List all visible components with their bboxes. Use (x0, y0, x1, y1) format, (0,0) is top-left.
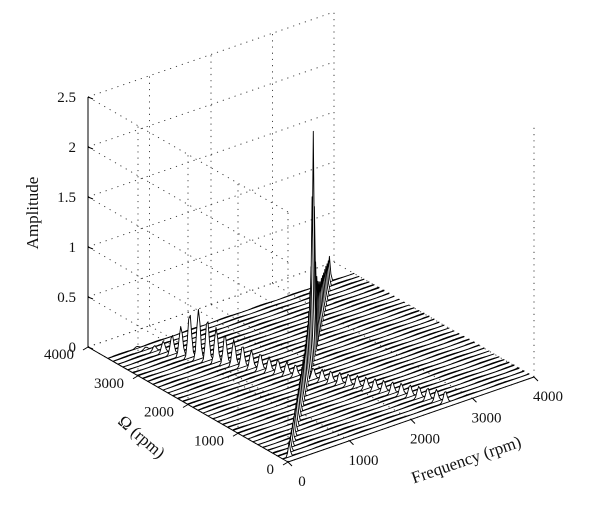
spectrum-trace (152, 281, 400, 385)
spectrum-trace (167, 261, 415, 394)
spectrum-trace (142, 277, 390, 380)
y-tick-mark (182, 404, 189, 408)
z-tick-mark (87, 146, 94, 150)
x-tick-mark (472, 397, 477, 403)
z-tick-label: 0.5 (57, 290, 76, 306)
spectrum-trace (202, 324, 450, 414)
z-tick-label: 0 (69, 340, 77, 356)
z-tick-label: 2 (69, 140, 77, 156)
spectrum-trace (192, 290, 440, 408)
z-tick-label: 2.5 (57, 90, 76, 106)
x-tick-label: 1000 (349, 453, 379, 469)
x-tick-mark (287, 461, 293, 467)
spectrum-trace (212, 333, 460, 420)
y-tick-label: 2000 (144, 405, 174, 421)
grid-line (87, 196, 289, 313)
spectrum-trace (247, 353, 495, 440)
grid-line (333, 261, 535, 378)
spectrum-trace (262, 361, 510, 449)
z-tick-mark (87, 296, 94, 300)
y-tick-label: 1000 (194, 433, 224, 449)
spectrum-trace (242, 350, 490, 437)
y-tick-mark (282, 461, 289, 466)
x-tick-mark (349, 440, 354, 446)
spectrum-trace (127, 269, 375, 371)
spectrum-trace (122, 265, 370, 368)
grid-line (272, 282, 473, 399)
grid-line (87, 246, 289, 363)
ticks-layer: 010002000300040000100020003000400000.511… (44, 90, 563, 490)
y-tick-label: 3000 (94, 376, 124, 392)
spectrum-trace (132, 272, 380, 374)
spectrum-trace (157, 280, 405, 388)
grid-line (87, 296, 289, 413)
spectrum-trace (272, 367, 520, 454)
z-axis-label: Amplitude (23, 177, 42, 250)
grid-line (210, 304, 412, 420)
z-tick-mark (87, 346, 94, 350)
y-tick-mark (82, 346, 89, 351)
y-tick-label: 4000 (44, 347, 74, 363)
trace-layer (107, 130, 530, 460)
x-tick-label: 4000 (533, 389, 563, 405)
spectrum-trace (172, 206, 420, 397)
x-tick-label: 0 (298, 474, 306, 490)
spectrum-trace (282, 373, 530, 460)
spectrum-trace (277, 370, 525, 457)
z-tick-mark (87, 96, 94, 100)
grid-line (87, 96, 289, 213)
spectrum-trace (227, 341, 475, 428)
grid-line (87, 146, 289, 263)
grid-line (87, 11, 335, 98)
spectrum-trace (197, 311, 445, 411)
y-tick-mark (232, 432, 239, 437)
spectrum-trace (257, 359, 505, 446)
y-tick-label: 0 (267, 462, 275, 478)
x-tick-label: 3000 (472, 410, 502, 426)
x-tick-label: 2000 (410, 432, 440, 448)
spectrum-trace (267, 364, 515, 451)
spectrum-trace (177, 130, 425, 400)
z-tick-mark (87, 196, 94, 200)
z-tick-label: 1.5 (57, 190, 76, 206)
x-tick-mark (410, 419, 416, 424)
z-tick-label: 1 (69, 240, 77, 256)
spectrum-trace (147, 281, 395, 382)
z-tick-mark (87, 246, 94, 250)
y-tick-mark (132, 375, 139, 380)
spectrum-trace (232, 344, 480, 431)
spectrum-trace (162, 276, 410, 391)
x-tick-mark (533, 376, 539, 382)
